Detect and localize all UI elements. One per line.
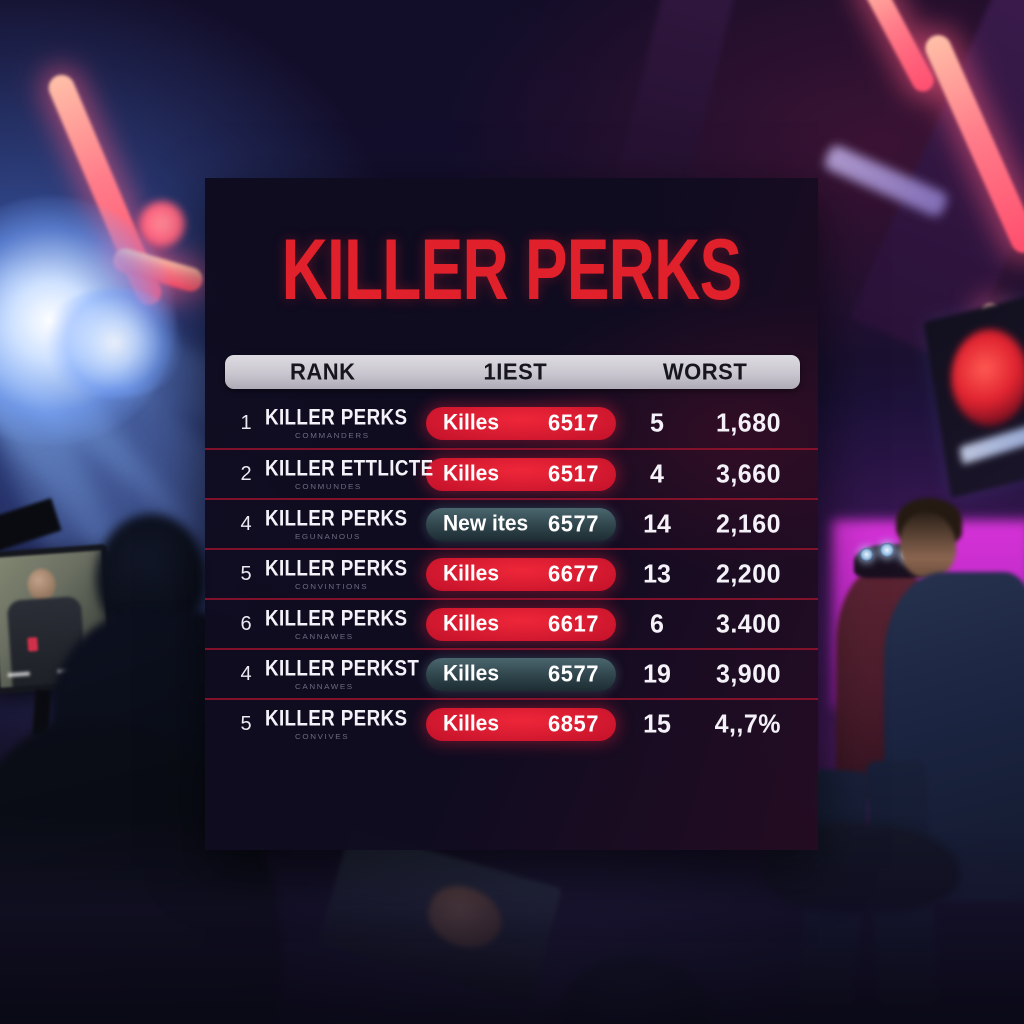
badge-value: 6517 [548,409,599,436]
table-row: 5 KILLER PERKS CONVIVES Killes 6857 15 4… [205,698,818,748]
header-rank: RANK [289,358,356,385]
worst-value: 6 [650,608,664,639]
table-row: 6 KILLER PERKS CANNAWES Killes 6617 6 3.… [205,598,818,648]
skull-logo-icon [944,320,1024,435]
rank-value: 4 [240,662,252,685]
rank-value: 5 [240,712,252,735]
perk-name: KILLER ETTLICTE [265,456,434,481]
score-value: 2,160 [715,508,781,539]
badge-label: Killes [443,611,500,636]
sponsor-screen-text [959,421,1024,465]
badge-label: Killes [443,410,500,435]
perk-subtext: EGUNANOUS [295,531,361,541]
badge-value: 6677 [548,560,599,587]
kills-badge: Killes 6857 [426,707,616,741]
score-value: 2,200 [715,558,781,589]
rank-value: 1 [240,411,252,434]
table-row: 4 KILLER PERKS EGUNANOUS New ites 6577 1… [205,498,818,548]
table-row: 4 KILLER PERKST CANNAWES Killes 6577 19 … [205,648,818,698]
badge-cell: Killes 6677 [425,557,617,591]
table-row: 2 KILLER ETTLICTE CONMUNDES Killes 6517 … [205,448,818,498]
rank-value: 5 [240,562,252,585]
interviewee-head [26,567,57,602]
perk-name-cell: KILLER ETTLICTE CONMUNDES [265,456,434,491]
table-row: 1 KILLER PERKS COMMANDERS Killes 6517 5 … [205,398,818,448]
perk-name-cell: KILLER PERKS COMMANDERS [265,405,425,440]
kills-badge: New ites 6577 [426,507,616,541]
badge-value: 6617 [548,610,599,637]
rank-value: 2 [240,462,252,485]
kills-badge: Killes 6517 [426,457,616,491]
perk-name-cell: KILLER PERKS CONVIVES [265,706,425,741]
leaderboard-title: KILLER PERKS [281,221,743,318]
kills-badge: Killes 6517 [426,406,616,440]
kills-badge: Killes 6617 [426,607,616,641]
perk-subtext: CANNAWES [295,681,354,691]
worst-value: 19 [643,658,671,689]
spotlight-glare [40,288,190,398]
score-value: 3,900 [715,658,781,689]
perk-name: KILLER PERKS [265,506,408,531]
perk-subtext: CONVINTIONS [295,581,369,591]
perk-subtext: CONVIVES [295,731,350,741]
worst-value: 4 [650,458,664,489]
badge-cell: Killes 6617 [425,607,617,641]
perk-name: KILLER PERKS [265,706,408,731]
table-body: 1 KILLER PERKS COMMANDERS Killes 6517 5 … [205,398,818,748]
perk-subtext: COMMANDERS [295,430,370,440]
badge-label: Killes [443,661,500,686]
worst-value: 14 [643,508,671,539]
badge-label: Killes [443,561,500,586]
badge-label: Killes [443,461,500,486]
badge-value: 6857 [548,710,599,737]
worst-value: 15 [643,708,671,739]
headset-light-icon [860,548,873,561]
header-best: 1IEST [483,358,548,385]
perk-name: KILLER PERKS [265,405,408,430]
badge-cell: Killes 6577 [425,657,617,691]
score-value: 3,660 [715,458,781,489]
badge-cell: New ites 6577 [425,507,617,541]
badge-value: 6577 [548,510,599,537]
perk-name: KILLER PERKST [265,656,420,681]
perk-name-cell: KILLER PERKST CANNAWES [265,656,425,691]
table-row: 5 KILLER PERKS CONVINTIONS Killes 6677 1… [205,548,818,598]
headset-light-icon [880,543,894,557]
worst-value: 5 [650,407,664,438]
badge-label: New ites [443,511,529,536]
perk-name: KILLER PERKS [265,556,408,581]
worst-value: 13 [643,558,671,589]
kills-badge: Killes 6577 [426,657,616,691]
leaderboard-header-bar: RANK 1IEST WORST [225,355,800,389]
rank-value: 4 [240,512,252,535]
badge-cell: Killes 6857 [425,707,617,741]
perk-name-cell: KILLER PERKS CANNAWES [265,606,425,641]
badge-cell: Killes 6517 [425,406,617,440]
badge-label: Killes [443,711,500,736]
perk-name-cell: KILLER PERKS EGUNANOUS [265,506,425,541]
header-worst: WORST [662,358,748,385]
perk-subtext: CANNAWES [295,631,354,641]
perk-name-cell: KILLER PERKS CONVINTIONS [265,556,425,591]
score-value: 3.400 [715,608,781,639]
rank-value: 6 [240,612,252,635]
score-value: 1,680 [715,407,781,438]
perk-subtext: CONMUNDES [295,481,362,491]
leaderboard-panel: KILLER PERKS RANK 1IEST WORST 1 KILLER P… [205,178,818,850]
badge-value: 6517 [548,460,599,487]
interviewee-badge [27,637,39,652]
perk-name: KILLER PERKS [265,606,408,631]
kills-badge: Killes 6677 [426,557,616,591]
badge-value: 6577 [548,660,599,687]
badge-cell: Killes 6517 [425,457,617,491]
score-value: 4,,7% [714,708,781,739]
